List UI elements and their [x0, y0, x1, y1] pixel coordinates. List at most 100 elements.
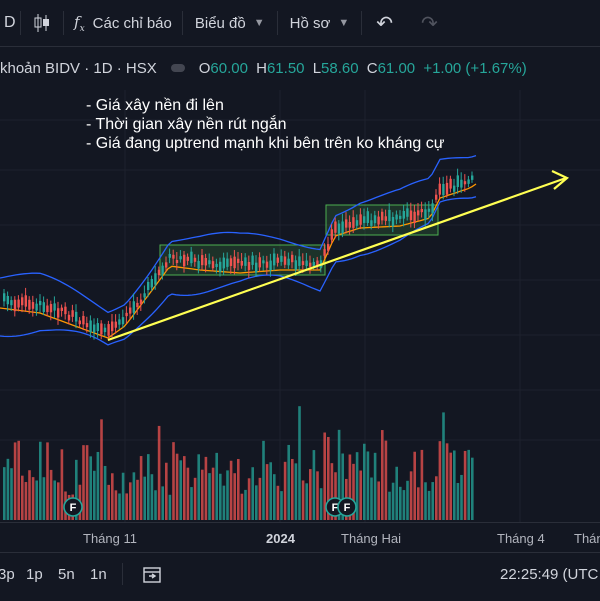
volume-bar — [129, 482, 132, 520]
candle — [244, 257, 247, 266]
chart-menu-button[interactable]: Biểu đồ ▼ — [183, 0, 277, 46]
candle — [49, 304, 53, 313]
candle — [251, 255, 254, 265]
candle — [337, 223, 341, 234]
candle — [377, 216, 380, 225]
volume-bar — [327, 436, 330, 520]
volume-bar — [107, 484, 110, 520]
volume-bar — [111, 473, 114, 520]
volume-bar — [399, 486, 402, 520]
volume-bar — [82, 445, 85, 520]
candle — [388, 209, 391, 222]
volume-bar — [395, 466, 398, 520]
candle — [107, 324, 110, 336]
divider — [63, 11, 64, 35]
volume-bar — [417, 487, 420, 520]
candle — [269, 260, 272, 271]
range-button[interactable]: 3p — [0, 566, 15, 583]
volume-bar — [334, 472, 337, 520]
volume-bar — [121, 472, 125, 520]
candle — [352, 217, 355, 228]
time-axis[interactable]: Tháng 11 2024 Tháng Hai Tháng 4 Tháng — [0, 522, 600, 553]
volume-bar — [208, 473, 211, 520]
annotation-line: - Thời gian xây nền rút ngắn — [86, 116, 287, 133]
chart-annotation[interactable]: - Giá xây nền đi lên - Thời gian xây nền… — [86, 96, 444, 153]
undo-icon[interactable]: ↶ — [376, 12, 393, 35]
chevron-down-icon: ▼ — [253, 17, 265, 29]
candle — [136, 302, 139, 308]
volume-bar — [424, 482, 427, 520]
candle — [118, 319, 121, 325]
volume-bar — [471, 457, 474, 520]
candle — [172, 254, 175, 259]
candle — [114, 321, 117, 328]
volume-bar — [330, 463, 334, 520]
candle — [258, 257, 261, 268]
volume-bar — [161, 486, 164, 520]
candle-type-button[interactable] — [21, 0, 63, 46]
candle — [406, 208, 409, 217]
volume-bar — [226, 470, 229, 520]
volume-bar — [6, 458, 10, 520]
range-button[interactable]: 1n — [90, 566, 107, 583]
volume-bar — [154, 490, 157, 520]
candle — [96, 323, 99, 332]
legend-toggle[interactable] — [170, 64, 185, 72]
annotation-line: - Giá đang uptrend mạnh khi bên trên ko … — [86, 135, 445, 152]
volume-bar — [100, 419, 103, 520]
profile-menu-button[interactable]: Hồ sơ ▼ — [278, 0, 362, 46]
candle — [193, 257, 197, 262]
range-button[interactable]: 1p — [26, 566, 43, 583]
redo-icon[interactable]: ↷ — [420, 12, 438, 35]
event-marker — [337, 497, 357, 517]
candles-icon — [34, 14, 49, 32]
volume-bar — [147, 454, 150, 520]
candle — [143, 293, 146, 298]
candle — [294, 260, 297, 270]
volume-bar — [139, 456, 143, 520]
volume-bar — [222, 485, 226, 520]
candle — [57, 308, 60, 318]
volume-bar — [467, 449, 470, 520]
volume-bar — [460, 474, 463, 520]
clock-readout[interactable]: 22:25:49 (UTC — [500, 566, 599, 583]
candle — [179, 256, 182, 260]
candle — [309, 262, 312, 267]
candle — [100, 323, 103, 335]
symbol-legend: khoản BIDV · 1D · HSX O60.00 H61.50 L58.… — [0, 54, 527, 82]
volume-bar — [3, 467, 6, 520]
candle — [399, 215, 402, 219]
divider — [181, 11, 183, 35]
candle — [280, 255, 283, 262]
candle — [431, 203, 434, 214]
volume-bar — [190, 487, 193, 520]
low-key: L — [312, 59, 322, 77]
candle — [255, 262, 258, 273]
candle — [78, 320, 81, 325]
moving-average — [0, 183, 477, 339]
interval-button[interactable]: D — [0, 0, 20, 46]
date-range-icon[interactable] — [142, 565, 162, 589]
volume-bar — [175, 453, 179, 520]
volume-bar — [348, 454, 352, 520]
candle — [13, 299, 17, 312]
range-button[interactable]: 5n — [58, 566, 75, 583]
volume-bar — [442, 412, 445, 520]
symbol-title[interactable]: khoản BIDV · 1D · HSX — [0, 59, 157, 77]
volume-bar — [355, 452, 359, 520]
volume-bar — [96, 451, 100, 520]
indicators-button[interactable]: fx Các chỉ báo — [64, 0, 182, 46]
close-value: 61.00 — [377, 59, 416, 77]
volume-bar — [262, 440, 265, 520]
volume-bar — [197, 454, 200, 520]
volume-bars — [3, 406, 474, 520]
volume-bar — [240, 493, 244, 520]
volume-bar — [125, 493, 128, 520]
uptrend-line — [107, 176, 567, 342]
bollinger-bands — [0, 154, 477, 346]
candle — [147, 281, 150, 291]
candle — [229, 258, 233, 266]
volume-bar — [118, 493, 121, 520]
volume-bar — [219, 473, 222, 520]
